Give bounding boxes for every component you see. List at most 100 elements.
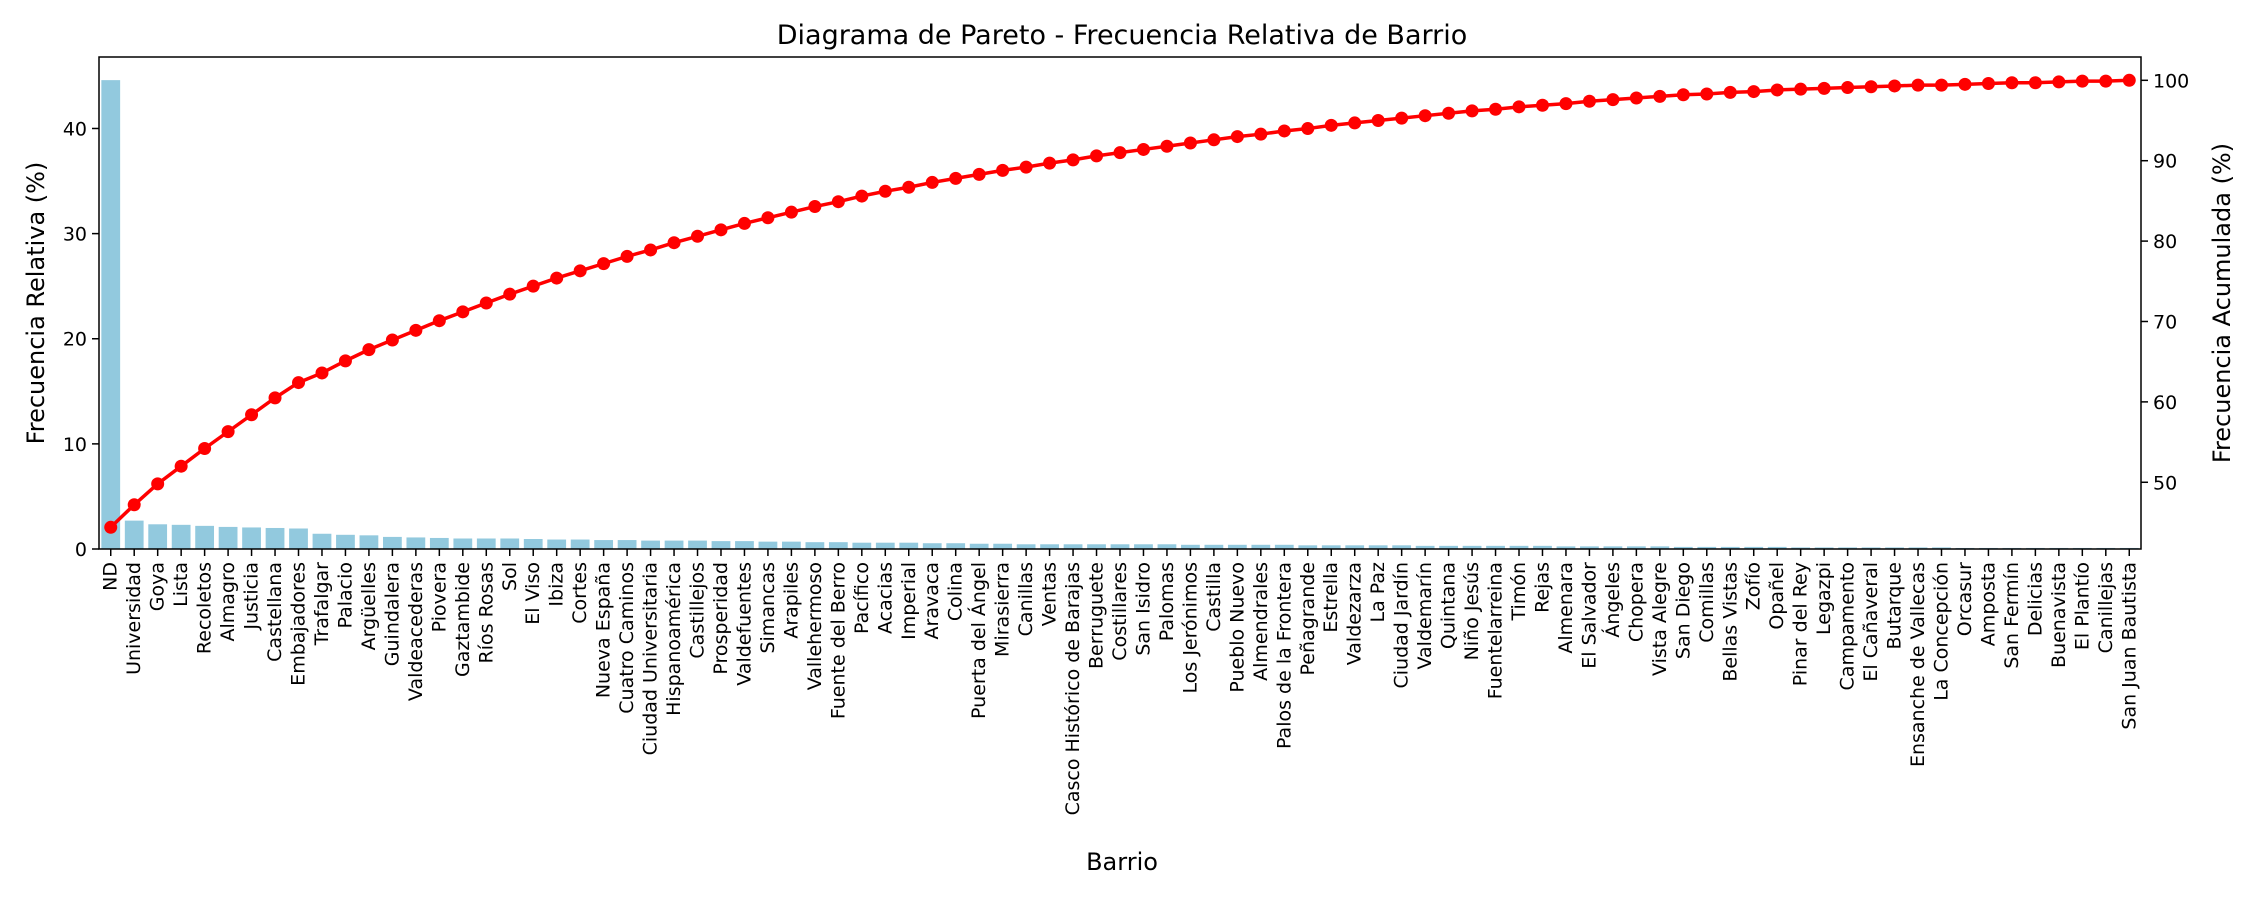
bar — [289, 528, 308, 549]
bar — [1016, 544, 1036, 549]
bar — [195, 525, 215, 549]
y-tick-label: 0 — [75, 539, 87, 561]
cumulative-point — [1230, 130, 1244, 144]
bar — [1063, 544, 1083, 549]
x-tick-label: Ensanche de Vallecas — [1907, 562, 1929, 767]
x-tick-label: Hispanoamérica — [663, 562, 685, 716]
x-tick-label: Pinar del Rey — [1790, 562, 1812, 686]
cumulative-point — [1090, 149, 1104, 163]
cumulative-point — [1348, 116, 1362, 130]
y2-tick-label: 80 — [2153, 231, 2177, 253]
bar — [1181, 544, 1200, 549]
x-tick-label: Valdezarza — [1344, 562, 1366, 665]
bar — [429, 537, 449, 549]
cumulative-point — [432, 314, 446, 328]
x-tick-label: Almagro — [217, 562, 239, 642]
bar — [782, 541, 801, 549]
cumulative-point — [1418, 109, 1432, 123]
bar — [946, 543, 966, 549]
cumulative-point — [1535, 98, 1549, 112]
x-tick-label: Vista Alegre — [1649, 562, 1671, 676]
x-tick-label: La Concepción — [1930, 562, 1952, 701]
cumulative-point — [1113, 146, 1127, 160]
cumulative-point — [1911, 78, 1925, 92]
x-tick-label: Ciudad Universitaria — [640, 562, 662, 755]
cumulative-point — [1160, 139, 1174, 153]
cumulative-point — [1207, 133, 1221, 147]
bar — [1486, 545, 1505, 549]
y-tick-label: 10 — [63, 434, 87, 456]
x-tick-label: Palacio — [334, 562, 356, 629]
x-axis-label: Barrio — [1086, 848, 1158, 876]
cumulative-point — [597, 257, 611, 271]
x-tick-label: Puerta del Ángel — [967, 562, 990, 719]
x-tick-label: Valdeacederas — [405, 562, 427, 701]
cumulative-point — [1254, 127, 1268, 141]
x-tick-label: Trafalgar — [311, 562, 333, 647]
x-tick-label: Universidad — [123, 562, 145, 675]
bar — [453, 538, 473, 549]
x-tick-label: Piovera — [428, 562, 450, 632]
cumulative-point — [1066, 153, 1080, 167]
x-tick-label: Timón — [1508, 562, 1530, 621]
x-tick-label: Simancas — [757, 562, 779, 654]
bar — [312, 533, 332, 549]
x-tick-label: Quintana — [1438, 562, 1460, 649]
y-tick-label: 30 — [63, 224, 87, 246]
x-tick-label: Ríos Rosas — [475, 562, 497, 663]
cumulative-point — [2075, 74, 2089, 88]
x-tick-label: El Viso — [522, 562, 544, 625]
bar — [805, 542, 825, 549]
x-tick-label: Valdefuentes — [733, 562, 755, 686]
x-tick-label: Peñagrande — [1297, 562, 1319, 675]
cumulative-point — [1676, 88, 1690, 102]
cumulative-point — [1888, 79, 1902, 93]
cumulative-point — [2028, 76, 2042, 90]
x-tick-label: Mirasierra — [992, 562, 1014, 657]
x-tick-label: Los Jerónimos — [1179, 562, 1201, 693]
x-tick-label: Castillejos — [687, 562, 709, 659]
bar — [265, 527, 285, 549]
bar — [1204, 544, 1224, 549]
cumulative-point — [1606, 93, 1620, 107]
x-tick-label: Gaztambide — [452, 562, 474, 677]
x-tick-label: Cortes — [569, 562, 591, 624]
bar — [547, 539, 567, 549]
bar — [1274, 544, 1294, 549]
cumulative-point — [1981, 77, 1995, 91]
x-tick-label: Recoletos — [194, 562, 216, 654]
bar — [852, 542, 872, 549]
cumulative-point — [456, 305, 470, 319]
cumulative-point — [503, 287, 517, 301]
x-tick-label: Castilla — [1203, 562, 1225, 632]
x-tick-label: Ventas — [1039, 562, 1061, 626]
x-tick-label: Embajadores — [288, 562, 310, 686]
bar — [1110, 544, 1130, 549]
bar — [1650, 546, 1670, 549]
x-tick-label: Valdemarín — [1414, 562, 1436, 669]
cumulative-point — [784, 205, 798, 219]
x-tick-label: Ciudad Jardín — [1391, 562, 1413, 689]
cumulative-point — [714, 223, 728, 237]
cumulative-point — [550, 271, 564, 285]
x-tick-label: Castellana — [264, 562, 286, 662]
cumulative-point — [2099, 74, 2113, 88]
x-tick-label: Legazpi — [1813, 562, 1835, 635]
x-tick-label: San Fermín — [2001, 562, 2023, 669]
x-tick-label: Colina — [945, 562, 967, 621]
x-tick-label: Canillejas — [2095, 562, 2117, 653]
cumulative-line-series — [104, 73, 2136, 534]
bar — [594, 540, 614, 549]
cumulative-point — [1582, 94, 1596, 108]
x-tick-label: Cuatro Caminos — [616, 562, 638, 714]
bar — [993, 543, 1013, 549]
cumulative-point — [878, 184, 892, 198]
cumulative-point — [737, 216, 751, 230]
bar — [1157, 544, 1177, 549]
cumulative-point — [972, 167, 986, 181]
cumulative-point — [831, 195, 845, 209]
x-tick-label: Vallehermoso — [804, 562, 826, 690]
bar — [359, 535, 379, 549]
bar — [922, 543, 942, 549]
x-axis-ticks: ND Universidad Goya Lista Recoletos Almagro Ju… — [100, 549, 2140, 815]
